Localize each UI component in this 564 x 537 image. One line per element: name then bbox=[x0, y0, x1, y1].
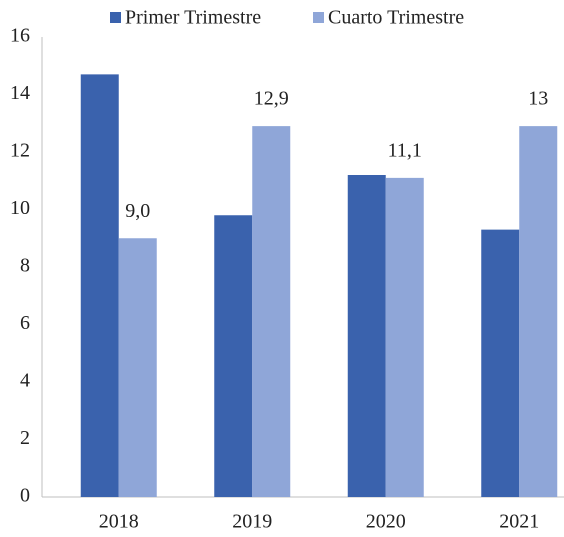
bar bbox=[481, 229, 520, 497]
bar bbox=[118, 238, 157, 497]
y-tick-label: 14 bbox=[10, 82, 30, 104]
bar bbox=[519, 126, 558, 497]
y-tick-label: 12 bbox=[10, 140, 30, 162]
data-label: 9,0 bbox=[125, 200, 150, 222]
x-tick-label: 2020 bbox=[366, 511, 406, 533]
y-tick-label: 0 bbox=[20, 485, 30, 507]
data-label: 12,9 bbox=[254, 88, 289, 110]
legend-swatch bbox=[110, 12, 121, 23]
data-label: 11,1 bbox=[388, 139, 422, 161]
legend-label: Cuarto Trimestre bbox=[328, 7, 464, 29]
y-tick-label: 8 bbox=[20, 255, 30, 277]
x-tick-label: 2018 bbox=[99, 511, 139, 533]
y-tick-label: 6 bbox=[20, 312, 30, 334]
x-tick-label: 2021 bbox=[499, 511, 539, 533]
data-label: 13 bbox=[528, 88, 548, 110]
y-tick-label: 2 bbox=[20, 427, 30, 449]
legend-label: Primer Trimestre bbox=[125, 7, 261, 29]
x-tick-label: 2019 bbox=[232, 511, 272, 533]
y-tick-label: 16 bbox=[10, 25, 30, 47]
bar bbox=[252, 126, 291, 497]
bar bbox=[347, 175, 386, 497]
y-tick-label: 10 bbox=[10, 197, 30, 219]
y-tick-label: 4 bbox=[20, 370, 30, 392]
bar bbox=[214, 215, 253, 497]
bar bbox=[80, 74, 119, 497]
legend-swatch bbox=[313, 12, 324, 23]
bar bbox=[385, 177, 424, 497]
